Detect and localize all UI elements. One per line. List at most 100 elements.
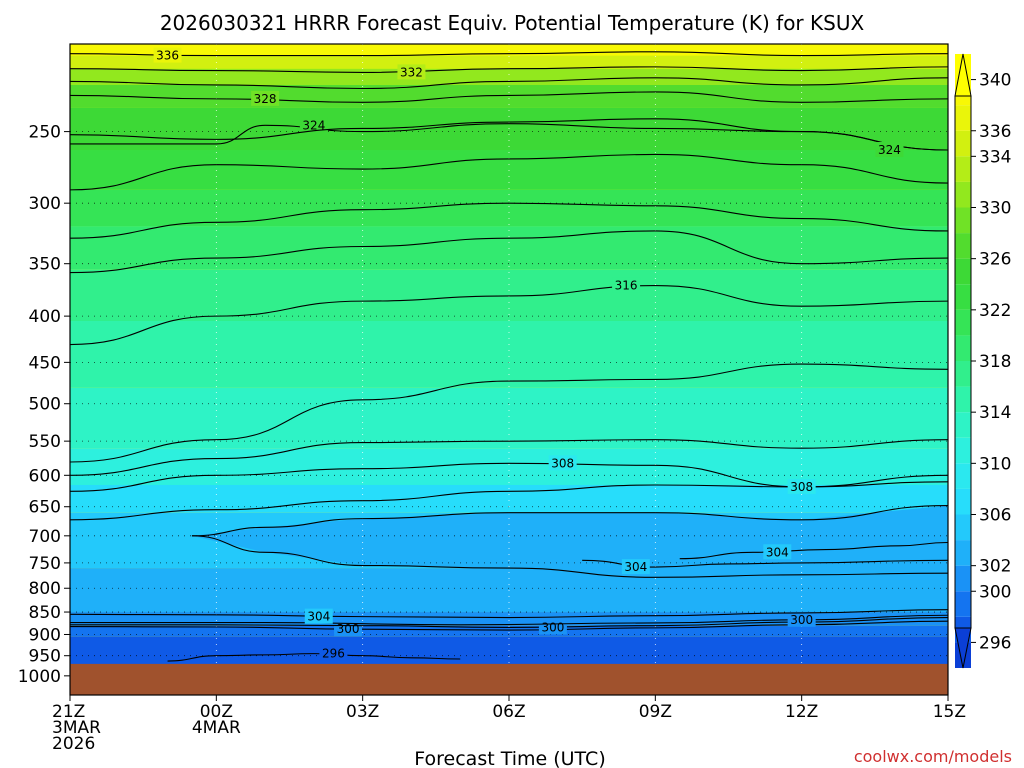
y-tick-label-700: 700 [29, 527, 61, 547]
contour-label-300: 300 [541, 620, 564, 634]
x-tick-label-21Z: 21Z [52, 702, 85, 722]
colorbar-swatch-306 [955, 488, 971, 515]
colorbar-label-300: 300 [979, 582, 1011, 602]
colorbar-label-340: 340 [979, 71, 1011, 91]
contour-label-bg [251, 90, 280, 106]
theta-e-band-312 [70, 387, 948, 449]
plot-contours: 296 300 300 300 304 304 304 308 308 316 324 324 328 3… [69, 47, 949, 662]
contour-label-296: 296 [322, 647, 345, 661]
contour-306-7 [191, 504, 949, 537]
contour-label-316: 316 [615, 279, 638, 293]
x-tick-label-09Z: 09Z [639, 702, 672, 722]
colorbar-swatch-298 [955, 591, 971, 617]
contour-label-300: 300 [790, 613, 813, 627]
y-tick-label-250: 250 [29, 123, 61, 143]
theta-e-band-320 [70, 189, 948, 227]
x-tick-label-3MAR: 3MAR [52, 718, 101, 738]
colorbar-label-302: 302 [979, 557, 1011, 577]
x-axis-label: Forecast Time (UTC) [414, 748, 605, 768]
contour-label-bg [538, 619, 567, 635]
contour-label-bg [763, 544, 792, 560]
colorbar-swatch-312 [955, 412, 971, 438]
contour-316-13 [69, 284, 949, 346]
contour-312-11 [69, 363, 949, 463]
y-tick-label-800: 800 [29, 579, 61, 599]
contour-label-bg [334, 621, 363, 637]
y-tick-label-600: 600 [29, 466, 61, 486]
x-tick-label-03Z: 03Z [346, 702, 379, 722]
y-tick-label-450: 450 [29, 353, 61, 373]
theta-e-band-332 [70, 68, 948, 85]
colorbar-label-336: 336 [979, 122, 1011, 142]
contour-label-332: 332 [400, 65, 423, 79]
colorbar-label-330: 330 [979, 199, 1011, 219]
y-axis: 2503003504004505005506006507007508008509… [18, 123, 70, 687]
plot-fills [70, 44, 948, 695]
colorbar-swatch-314 [955, 386, 971, 413]
y-tick-label-550: 550 [29, 432, 61, 452]
colorbar-label-314: 314 [979, 403, 1011, 423]
colorbar-swatch-318 [955, 335, 971, 361]
colorbar-label-334: 334 [979, 147, 1011, 167]
colorbar-label-322: 322 [979, 301, 1011, 321]
colorbar-swatch-328 [955, 207, 971, 234]
colorbar-swatch-300 [955, 565, 971, 592]
y-tick-label-350: 350 [29, 255, 61, 275]
contour-336-22 [69, 51, 949, 57]
y-tick-label-950: 950 [29, 647, 61, 667]
colorbar-swatch-310 [955, 437, 971, 464]
contour-label-bg [548, 455, 577, 471]
contour-label-bg [787, 478, 816, 494]
theta-e-band-322 [70, 150, 948, 190]
colorbar-swatch-308 [955, 463, 971, 489]
contour-label-308: 308 [551, 456, 574, 470]
colorbar-swatch-304 [955, 514, 971, 541]
contour-306-8 [191, 535, 949, 578]
x-tick-label-15Z: 15Z [933, 702, 966, 722]
y-tick-label-900: 900 [29, 625, 61, 645]
colorbar-swatch-324 [955, 258, 971, 285]
contour-296-0 [167, 653, 461, 662]
contour-332-21 [69, 66, 949, 73]
contour-label-bg [875, 142, 904, 158]
contour-label-bg [299, 117, 328, 133]
contour-label-328: 328 [254, 92, 277, 106]
contour-label-bg [319, 645, 348, 661]
y-tick-label-400: 400 [29, 307, 61, 327]
colorbar-label-306: 306 [979, 506, 1011, 526]
y-tick-label-850: 850 [29, 603, 61, 623]
contour-label-bg [397, 64, 426, 80]
contour-label-304: 304 [624, 560, 647, 574]
theta-e-band-340 [70, 44, 948, 56]
theta-e-band-308 [70, 484, 948, 513]
credit-text: coolwx.com/models [854, 747, 1012, 766]
colorbar-label-296: 296 [979, 633, 1011, 653]
contour-label-bg [612, 277, 641, 293]
colorbar-swatch-336 [955, 105, 971, 131]
contour-324-18 [69, 118, 949, 151]
colorbar-frame [954, 95, 972, 629]
colorbar-swatch-326 [955, 233, 971, 259]
theta-e-band-314 [70, 320, 948, 388]
theta-e-band-304-core [191, 505, 948, 578]
colorbar-swatch-322 [955, 284, 971, 310]
y-tick-label-650: 650 [29, 498, 61, 518]
contour-label-300: 300 [337, 622, 360, 636]
contour-310-12 [69, 439, 949, 476]
y-tick-label-500: 500 [29, 395, 61, 415]
x-tick-label-4MAR: 4MAR [192, 718, 241, 738]
contour-322-16 [69, 153, 949, 191]
theta-e-band-310 [70, 448, 948, 485]
colorbar-label-318: 318 [979, 352, 1011, 372]
colorbar-swatch-302 [955, 540, 971, 566]
x-tick-label-00Z: 00Z [200, 702, 233, 722]
colorbar: 296 300 302 306 310 314 318 322 326 330 334 336 340 [954, 53, 1011, 669]
contour-328-19 [69, 91, 949, 103]
y-tick-label-1000: 1000 [18, 667, 61, 687]
ground-below-surface [70, 663, 948, 695]
contour-label-304: 304 [766, 545, 789, 559]
contour-label-324: 324 [878, 143, 901, 157]
contour-304-5 [679, 541, 949, 560]
